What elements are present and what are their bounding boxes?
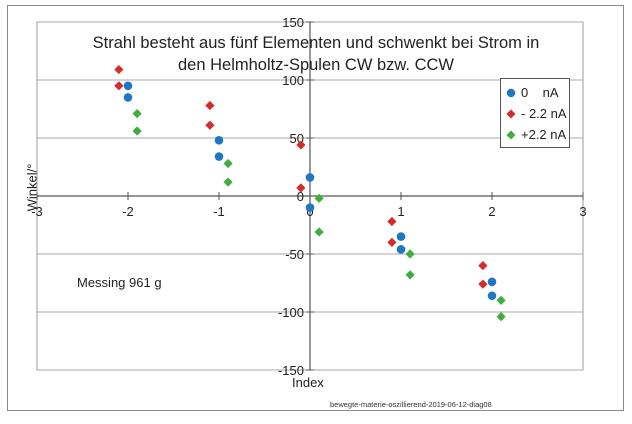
data-point-series-0 <box>305 203 315 212</box>
y-tick-label: -150 <box>278 363 304 378</box>
data-point-series-2 <box>496 312 506 322</box>
data-point-series-1 <box>296 183 306 193</box>
data-point-series-0 <box>214 152 224 161</box>
x-tick-label: 2 <box>488 204 495 219</box>
legend: 0 nA - 2.2 nA +2.2 nA <box>500 78 570 148</box>
data-point-series-2 <box>405 270 415 280</box>
x-tick-label: 3 <box>579 204 586 219</box>
data-point-series-0 <box>396 245 406 254</box>
legend-label: - 2.2 nA <box>521 106 567 121</box>
data-point-series-0 <box>123 93 133 102</box>
data-point-series-1 <box>478 279 488 289</box>
y-tick-label: 150 <box>282 15 304 30</box>
y-tick-label: -50 <box>285 247 304 262</box>
data-point-series-1 <box>387 216 397 227</box>
data-point-series-1 <box>387 237 397 247</box>
legend-entry-plus-2-2na: +2.2 nA <box>501 125 571 145</box>
data-point-series-2 <box>223 177 233 187</box>
data-point-series-1 <box>205 100 215 111</box>
data-point-series-1 <box>114 81 124 91</box>
legend-entry-minus-2-2na: - 2.2 nA <box>501 104 571 124</box>
legend-label: +2.2 nA <box>521 127 567 142</box>
y-axis-label: Winkel/° <box>24 163 40 212</box>
data-point-series-0 <box>305 173 315 182</box>
axis-layer <box>36 21 584 371</box>
chart-title-line-2: den Helmholtz-Spulen CW bzw. CCW <box>177 56 454 74</box>
data-point-series-1 <box>205 120 215 130</box>
data-point-series-2 <box>314 193 324 203</box>
data-point-series-0 <box>396 232 406 241</box>
legend-circle-marker <box>506 88 516 98</box>
x-tick-label: -1 <box>213 204 225 219</box>
y-tick-label: 100 <box>282 73 304 88</box>
chart-frame <box>7 5 624 411</box>
data-point-series-2 <box>496 295 506 305</box>
data-point-series-0 <box>214 136 224 145</box>
data-point-series-2 <box>132 109 142 119</box>
data-point-series-2 <box>132 126 142 136</box>
y-tick-label: 0 <box>297 189 304 204</box>
legend-diamond-marker <box>506 109 516 119</box>
data-point-series-0 <box>123 81 133 91</box>
legend-label: 0 nA <box>521 85 559 100</box>
x-tick-label: -3 <box>31 204 43 219</box>
data-point-series-2 <box>314 227 324 237</box>
tick-label-layer: -3-2-10123150100500-50-100-150 <box>31 15 586 378</box>
x-axis-label: Index <box>292 375 324 390</box>
legend-entry-0na: 0 nA <box>501 83 571 103</box>
y-tick-label: -100 <box>278 305 304 320</box>
x-tick-label: 1 <box>397 204 404 219</box>
x-tick-label: -2 <box>122 204 134 219</box>
legend-diamond-marker <box>506 130 516 140</box>
data-point-series-1 <box>296 140 306 150</box>
chart-title-line-1: Strahl besteht aus fünf Elementen und sc… <box>92 34 540 52</box>
data-point-series-0 <box>487 277 497 287</box>
data-point-series-2 <box>405 249 415 259</box>
source-note: bewegte-materie-oszillierend-2019-06-12-… <box>330 400 492 409</box>
data-point-series-0 <box>487 291 497 301</box>
data-point-series-1 <box>114 64 124 75</box>
data-point-layer <box>114 64 506 322</box>
annotation-text: Messing 961 g <box>77 275 162 290</box>
data-point-series-2 <box>223 158 233 169</box>
data-point-series-1 <box>478 261 488 271</box>
